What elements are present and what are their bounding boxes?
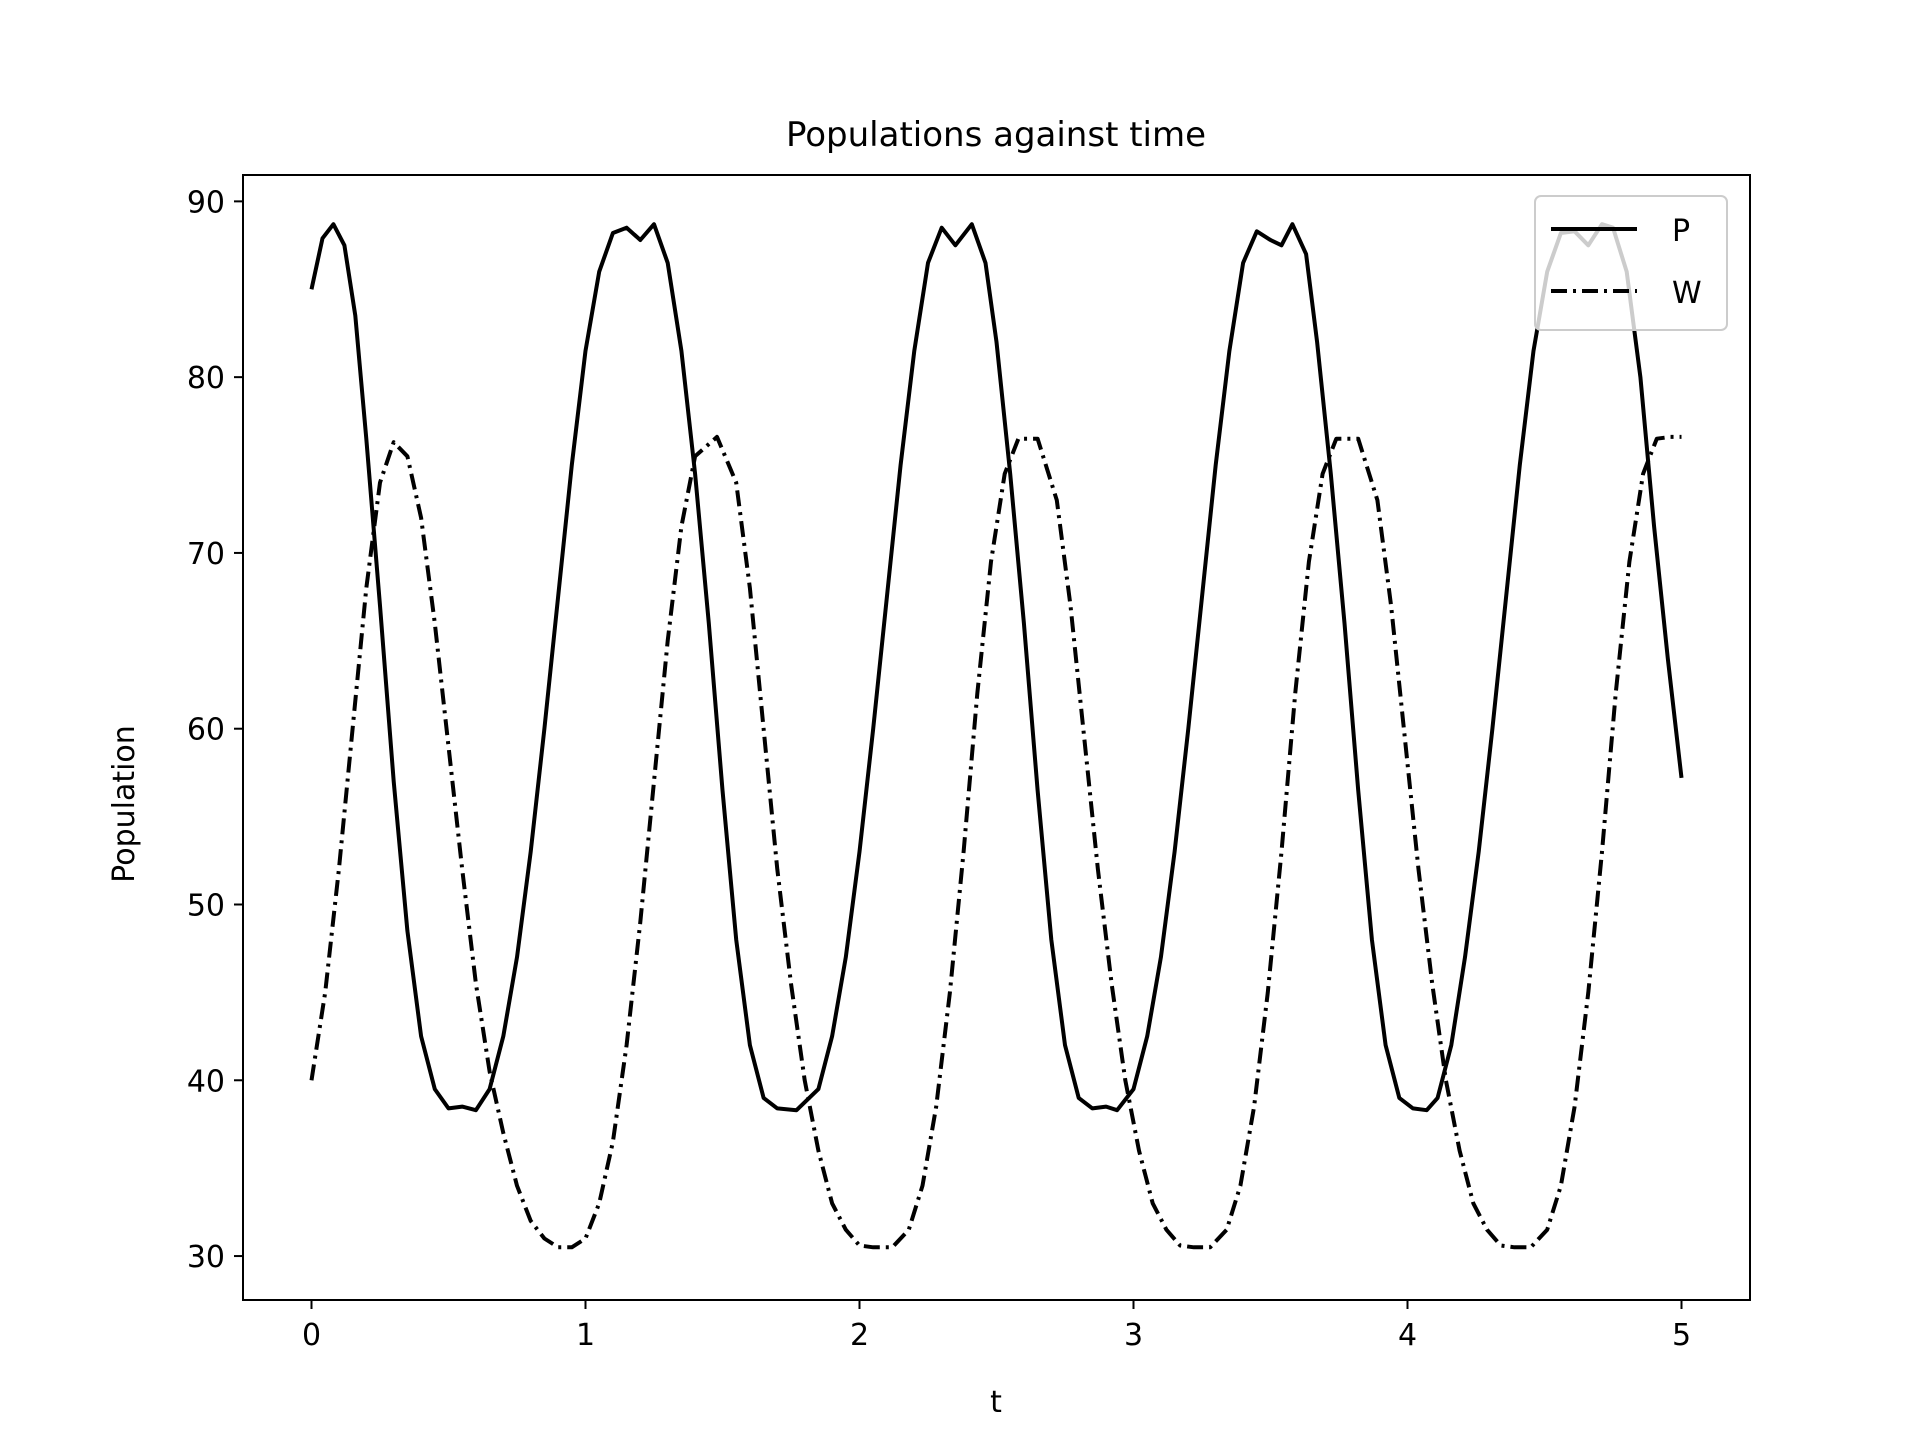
legend-label-p: P (1672, 214, 1690, 249)
series-line-w (309, 434, 1682, 1250)
y-tick-label: 50 (187, 888, 225, 923)
series-line-p (309, 222, 1684, 1113)
x-tick-label: 3 (1124, 1318, 1143, 1353)
plot-area (309, 222, 1684, 1250)
axes-frame (242, 174, 1751, 1301)
y-tick-label: 40 (187, 1064, 225, 1099)
x-tick-label: 0 (302, 1318, 321, 1353)
x-tick-label: 4 (1398, 1318, 1417, 1353)
axis-ticks: 0 1 2 3 4 5 30 40 50 60 70 80 90 (187, 185, 1691, 1353)
x-tick-label: 2 (850, 1318, 869, 1353)
x-axis-label: t (990, 1385, 1002, 1420)
y-tick-label: 90 (187, 185, 225, 220)
chart-title: Populations against time (786, 115, 1206, 155)
y-tick-label: 80 (187, 361, 225, 396)
y-tick-label: 70 (187, 537, 225, 572)
y-tick-label: 30 (187, 1240, 225, 1275)
x-tick-label: 5 (1672, 1318, 1691, 1353)
y-tick-label: 60 (187, 713, 225, 748)
y-axis-label: Population (107, 725, 142, 883)
legend-label-w: W (1672, 276, 1702, 311)
x-tick-label: 1 (576, 1318, 595, 1353)
legend: P W (1534, 195, 1728, 331)
